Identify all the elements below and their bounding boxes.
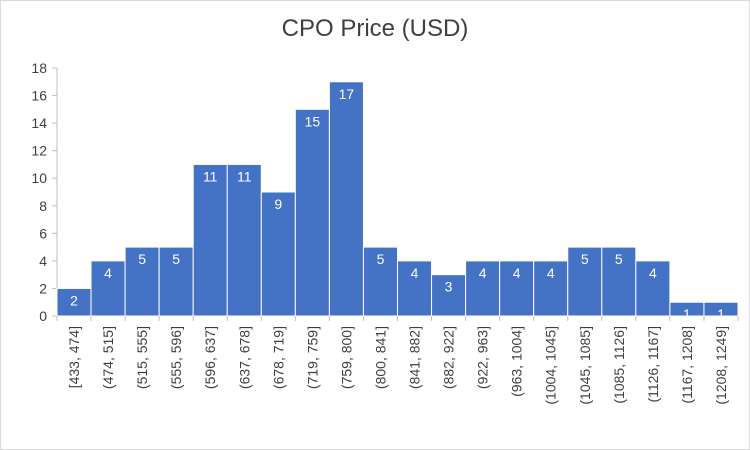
y-tick-label: 16 xyxy=(31,88,47,104)
histogram-bar xyxy=(397,260,433,317)
bar-data-label: 5 xyxy=(377,251,385,267)
histogram-bar xyxy=(90,260,126,317)
histogram-bar xyxy=(635,260,671,317)
chart-title: CPO Price (USD) xyxy=(281,15,469,42)
histogram-bar xyxy=(56,287,92,317)
histogram-bar xyxy=(192,163,228,317)
bar-data-label: 1 xyxy=(717,306,725,322)
histogram-bar xyxy=(362,246,399,317)
bar-data-label: 11 xyxy=(203,168,218,184)
histogram-bar xyxy=(465,260,501,317)
histogram-bar xyxy=(499,260,535,317)
bar-data-label: 4 xyxy=(479,265,487,281)
bar-data-label: 2 xyxy=(70,292,78,308)
histogram-bar xyxy=(703,301,739,317)
x-tick-label: (882, 922] xyxy=(441,326,457,389)
bar-data-label: 4 xyxy=(649,265,657,281)
y-tick-label: 10 xyxy=(31,170,47,186)
x-tick-label: (841, 882] xyxy=(407,326,423,389)
y-tick-label: 8 xyxy=(39,198,47,214)
x-tick-label: (1045, 1085] xyxy=(577,326,593,405)
histogram-bar xyxy=(260,191,296,317)
bar-data-label: 9 xyxy=(274,196,282,212)
bar-data-label: 5 xyxy=(581,251,589,267)
x-tick-label: (1208, 1249] xyxy=(713,326,729,405)
histogram-bar xyxy=(226,163,262,317)
x-tick-label: (800, 841] xyxy=(372,326,388,389)
y-tick-label: 18 xyxy=(31,60,47,76)
x-tick-label: (1167, 1208] xyxy=(679,326,695,404)
x-tick-label: [433, 474] xyxy=(66,326,82,388)
histogram-bar xyxy=(124,246,160,317)
y-tick-label: 12 xyxy=(31,143,47,159)
y-tick-label: 4 xyxy=(39,253,47,269)
x-tick-label: (1004, 1045] xyxy=(543,326,559,405)
bar-data-label: 3 xyxy=(445,279,453,295)
bar-data-label: 1 xyxy=(683,306,691,322)
bar-data-label: 11 xyxy=(237,168,252,184)
bar-data-label: 4 xyxy=(547,265,555,281)
x-tick-label: (922, 963] xyxy=(475,326,491,389)
x-tick-label: (637, 678] xyxy=(236,326,252,389)
x-tick-label: (555, 596] xyxy=(168,326,184,389)
bar-data-label: 4 xyxy=(411,265,419,281)
y-tick-label: 14 xyxy=(31,115,47,131)
y-tick-label: 2 xyxy=(39,280,47,296)
x-tick-label: (719, 759] xyxy=(304,326,320,389)
x-tick-label: (596, 637] xyxy=(202,326,218,389)
x-tick-label: (963, 1004] xyxy=(509,326,525,397)
y-tick-label: 0 xyxy=(39,308,47,324)
bar-data-label: 4 xyxy=(104,265,112,281)
histogram-bar xyxy=(533,260,569,317)
bar-data-label: 5 xyxy=(172,251,180,267)
x-tick-label: (1126, 1167] xyxy=(645,326,661,403)
x-tick-label: (678, 719] xyxy=(270,326,286,389)
histogram-bar xyxy=(158,246,194,317)
x-tick-label: (515, 555] xyxy=(134,326,150,389)
bar-data-label: 4 xyxy=(513,265,521,281)
histogram-bar xyxy=(294,108,330,317)
x-tick-label: (759, 800] xyxy=(338,326,354,389)
bar-data-label: 5 xyxy=(138,251,146,267)
histogram-bar xyxy=(601,246,637,317)
histogram-bar xyxy=(328,81,364,317)
x-tick-label: (474, 515] xyxy=(100,326,116,389)
bar-data-label: 5 xyxy=(615,251,623,267)
bar-data-label: 15 xyxy=(305,113,321,129)
y-tick-label: 6 xyxy=(39,225,47,241)
histogram-bar xyxy=(567,246,603,317)
bar-data-label: 17 xyxy=(339,86,355,102)
x-tick-label: (1085, 1126] xyxy=(611,326,627,404)
histogram-bar xyxy=(431,274,467,317)
